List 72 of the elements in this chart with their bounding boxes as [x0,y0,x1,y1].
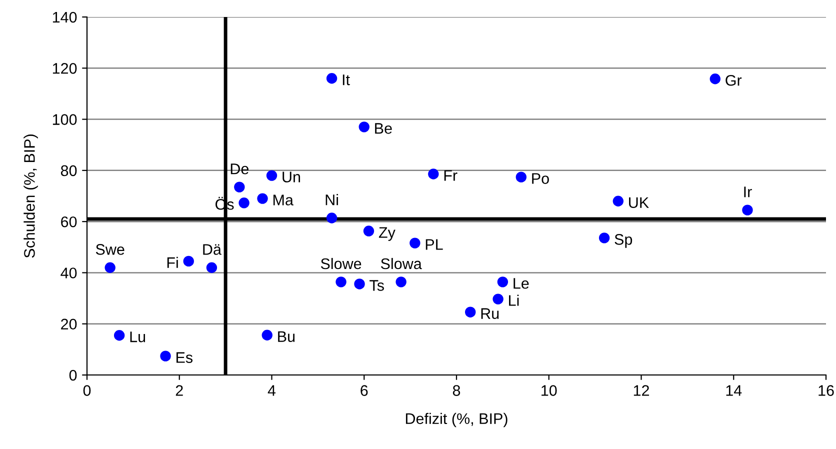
point [262,330,272,340]
point [183,256,194,267]
point [160,350,171,362]
annotation: Ts [370,280,384,291]
x-tick-label: 16 [818,385,834,396]
annotation: PL [426,239,443,250]
point [428,168,439,180]
annotation: It [342,74,350,86]
annotation: Li [509,294,519,306]
annotation: Ni [326,194,338,206]
annotation: Be [375,123,392,134]
annotation: Ma [273,194,294,206]
y-tick-label: 60 [61,216,77,228]
annotation: Slowe [320,258,362,270]
x-tick-label: 14 [726,385,742,396]
point [114,330,125,341]
point [358,122,370,132]
point [257,193,268,204]
point [238,198,250,208]
y-axis-title: Schulden (%, BIP) [24,134,38,258]
point [206,262,218,273]
point [497,276,508,288]
annotation: Fr [444,170,458,181]
point [234,182,245,192]
annotation: Dä [203,244,222,255]
point [465,306,476,318]
annotation: Ir [744,186,752,198]
x-tick-label: 6 [360,385,368,396]
point [410,238,420,248]
x-tick-label: 12 [634,385,649,396]
annotation: Zy [378,227,396,241]
point [710,74,721,84]
x-tick-label: 10 [542,385,557,396]
point [336,276,346,288]
annotation: UK [629,197,649,208]
point [326,73,338,84]
point [326,212,338,224]
x-tick-label: 8 [452,385,460,396]
y-tick-label: 40 [60,268,77,278]
x-tick-label: 4 [268,385,276,396]
y-tick-label: 140 [52,12,77,23]
point [396,276,406,288]
annotation: Slowa [380,258,422,270]
point [612,196,624,206]
annotation: Bu [278,331,295,342]
point [354,278,365,290]
annotation: Po [532,173,549,184]
annotation: Sp [614,234,632,248]
annotation: Le [514,278,529,289]
x-tick-label: 2 [176,385,183,396]
annotation: Fi [167,256,178,268]
y-tick-label: 100 [52,114,77,125]
point [598,232,610,244]
point [742,204,753,216]
y-tick-label: 80 [60,165,77,176]
y-tick-label: 0 [69,370,77,381]
x-tick-label: 0 [83,385,91,396]
annotation: Swe [96,244,124,255]
y-tick-label: 120 [52,63,77,74]
annotation: Ru [481,308,499,319]
annotation: De [230,164,249,174]
annotation: Es [176,352,193,363]
x-axis-title: Defizit (%, BIP) [406,412,508,428]
point [516,172,527,182]
point [363,226,374,236]
annotation: Un [282,172,300,182]
point [492,294,504,304]
annotation: Lu [130,332,146,342]
point [266,170,278,181]
point [104,262,116,273]
y-tick-label: 20 [61,318,77,330]
annotation: Gr [726,74,742,86]
